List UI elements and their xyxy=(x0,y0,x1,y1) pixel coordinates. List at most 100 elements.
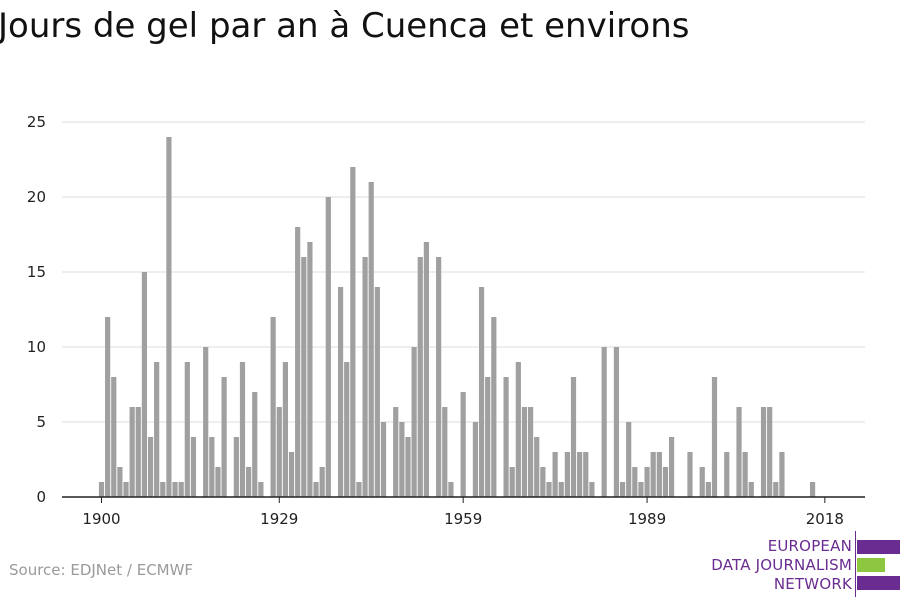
bar xyxy=(509,467,515,497)
bar xyxy=(325,197,331,497)
bar xyxy=(160,482,166,497)
bar xyxy=(166,137,172,497)
y-tick-label: 5 xyxy=(36,413,46,431)
logo-bar-purple-top xyxy=(857,540,900,554)
bar xyxy=(98,482,105,497)
bar xyxy=(491,317,497,497)
bar xyxy=(540,467,546,497)
bar xyxy=(105,317,111,497)
bar xyxy=(558,482,564,497)
bar xyxy=(619,482,626,497)
bar xyxy=(111,377,117,497)
logo-line-2: DATA JOURNALISM xyxy=(711,556,852,574)
bar xyxy=(417,257,423,497)
bar xyxy=(209,437,215,497)
bar xyxy=(748,482,754,497)
bar xyxy=(687,452,693,497)
y-tick-label: 20 xyxy=(27,188,46,206)
source-note: Source: EDJNet / ECMWF xyxy=(9,561,194,579)
bar xyxy=(485,377,491,497)
bar xyxy=(760,407,767,497)
bar xyxy=(239,362,246,497)
bar xyxy=(460,392,466,497)
bar xyxy=(307,242,313,497)
bar xyxy=(742,452,748,497)
bar xyxy=(135,407,141,497)
bar xyxy=(282,362,288,497)
bar xyxy=(399,422,405,497)
bar xyxy=(583,452,589,497)
x-tick-label: 1900 xyxy=(82,510,120,528)
y-axis-ticks: 0 5 10 15 20 25 xyxy=(27,113,46,506)
bar xyxy=(295,227,301,497)
logo-line-1: EUROPEAN xyxy=(767,537,852,555)
bar xyxy=(546,482,552,497)
bar xyxy=(699,467,705,497)
bar xyxy=(601,347,607,497)
x-tick-label: 1959 xyxy=(444,510,482,528)
bar xyxy=(337,287,344,497)
bar xyxy=(221,377,227,497)
bar xyxy=(203,347,209,497)
logo-bar-purple-bottom xyxy=(857,576,900,590)
bar-series xyxy=(98,137,816,497)
x-tick-label: 1929 xyxy=(260,510,298,528)
bar xyxy=(117,467,123,497)
bar xyxy=(258,482,264,497)
bar xyxy=(123,482,129,497)
bar xyxy=(141,272,148,497)
bar xyxy=(472,422,479,497)
bar xyxy=(405,437,411,497)
bar xyxy=(154,362,160,497)
bar xyxy=(521,407,528,497)
x-tick-label: 2018 xyxy=(806,510,844,528)
bar xyxy=(411,347,417,497)
bar xyxy=(356,482,362,497)
chart-title: Jours de gel par an à Cuenca et environs xyxy=(0,6,690,46)
bar xyxy=(276,407,282,497)
bar xyxy=(534,437,540,497)
bar xyxy=(393,407,399,497)
bar xyxy=(178,482,184,497)
bar xyxy=(442,407,448,497)
bar xyxy=(288,452,295,497)
x-tick-label: 1989 xyxy=(628,510,666,528)
bar xyxy=(736,407,742,497)
bar xyxy=(662,467,669,497)
bar xyxy=(362,257,368,497)
edjnet-logo: EUROPEAN DATA JOURNALISM NETWORK xyxy=(700,531,900,597)
bar xyxy=(233,437,239,497)
bar xyxy=(147,437,154,497)
bar xyxy=(711,377,718,497)
logo-divider xyxy=(855,531,856,597)
bar xyxy=(644,467,650,497)
bar xyxy=(246,467,252,497)
y-tick-label: 15 xyxy=(27,263,46,281)
bar xyxy=(436,257,442,497)
bar xyxy=(350,167,356,497)
bar xyxy=(270,317,276,497)
bar xyxy=(190,437,197,497)
bar xyxy=(319,467,325,497)
y-tick-label: 0 xyxy=(36,488,46,506)
y-tick-label: 10 xyxy=(27,338,46,356)
bar xyxy=(632,467,638,497)
bar xyxy=(656,452,662,497)
bar xyxy=(638,482,644,497)
bar xyxy=(184,362,190,497)
y-tick-label: 25 xyxy=(27,113,46,131)
bar xyxy=(626,422,632,497)
gridlines xyxy=(62,121,865,423)
bar xyxy=(705,482,711,497)
bar xyxy=(172,482,178,497)
bar xyxy=(724,452,730,497)
bar xyxy=(809,482,816,497)
bar xyxy=(515,362,521,497)
bar xyxy=(589,482,595,497)
bar xyxy=(779,452,785,497)
bar xyxy=(301,257,307,497)
bar xyxy=(552,452,558,497)
bar xyxy=(374,287,380,497)
bar xyxy=(313,482,319,497)
